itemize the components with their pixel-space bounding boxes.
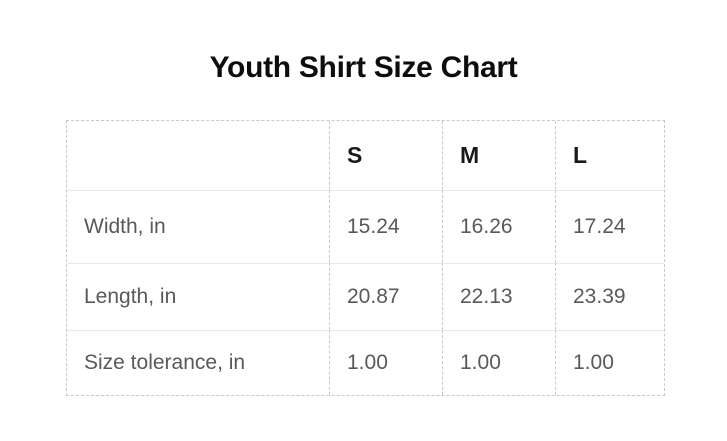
cell-length-s: 20.87 [329,263,442,330]
cell-tolerance-m: 1.00 [442,330,555,395]
cell-width-s: 15.24 [329,190,442,263]
header-cell-empty [67,121,329,190]
row-label-size-tolerance: Size tolerance, in [67,330,329,395]
cell-length-l: 23.39 [555,263,664,330]
cell-tolerance-l: 1.00 [555,330,664,395]
row-label-width: Width, in [67,190,329,263]
row-label-length: Length, in [67,263,329,330]
header-cell-l: L [555,121,664,190]
page-title: Youth Shirt Size Chart [209,51,518,84]
header-cell-m: M [442,121,555,190]
cell-tolerance-s: 1.00 [329,330,442,395]
header-cell-s: S [329,121,442,190]
cell-width-l: 17.24 [555,190,664,263]
cell-length-m: 22.13 [442,263,555,330]
cell-width-m: 16.26 [442,190,555,263]
size-chart-table: S M L Width, in 15.24 16.26 17.24 Length… [66,120,665,396]
